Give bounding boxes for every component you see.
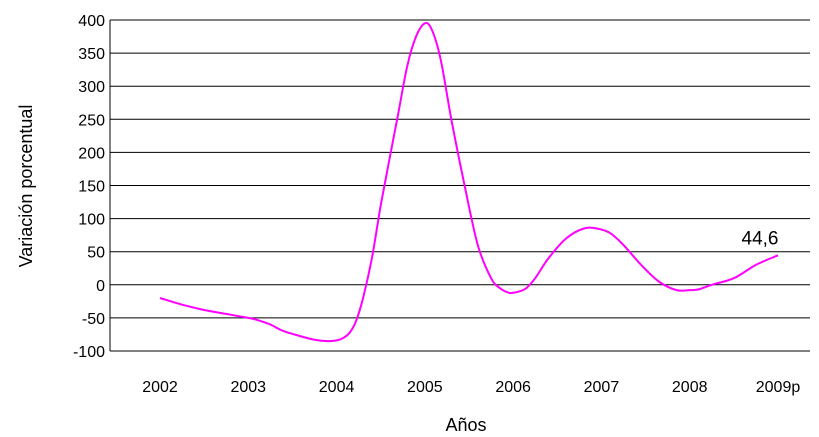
- y-tick-labels: 400 350 300 250 200 150 100 50 0 -50 -100: [73, 13, 105, 361]
- y-tick-label: 300: [78, 79, 105, 96]
- x-tick-label: 2009p: [756, 379, 801, 396]
- x-tick-labels: 2002 2003 2004 2005 2006 2007 2008 2009p: [142, 379, 800, 396]
- y-tick-label: 250: [78, 112, 105, 129]
- gridlines: [110, 19, 810, 352]
- y-tick-label: 50: [87, 245, 105, 262]
- y-tick-label: -100: [73, 344, 105, 361]
- x-tick-label: 2006: [495, 379, 531, 396]
- x-tick-label: 2003: [230, 379, 266, 396]
- y-tick-label: 350: [78, 46, 105, 63]
- y-tick-label: 150: [78, 179, 105, 196]
- y-tick-label: 100: [78, 212, 105, 229]
- y-axis-title: Variación porcentual: [16, 105, 36, 268]
- x-tick-label: 2004: [319, 379, 355, 396]
- y-tick-label: 400: [78, 13, 105, 30]
- y-tick-label: -50: [82, 311, 105, 328]
- x-tick-label: 2005: [407, 379, 443, 396]
- y-tick-label: 200: [78, 145, 105, 162]
- x-tick-label: 2007: [584, 379, 620, 396]
- data-label-2009p: 44,6: [742, 228, 779, 249]
- x-tick-label: 2008: [672, 379, 708, 396]
- series-line: [159, 22, 779, 343]
- x-axis-title: Años: [445, 415, 486, 435]
- x-tick-label: 2002: [142, 379, 178, 396]
- y-tick-label: 0: [96, 278, 105, 295]
